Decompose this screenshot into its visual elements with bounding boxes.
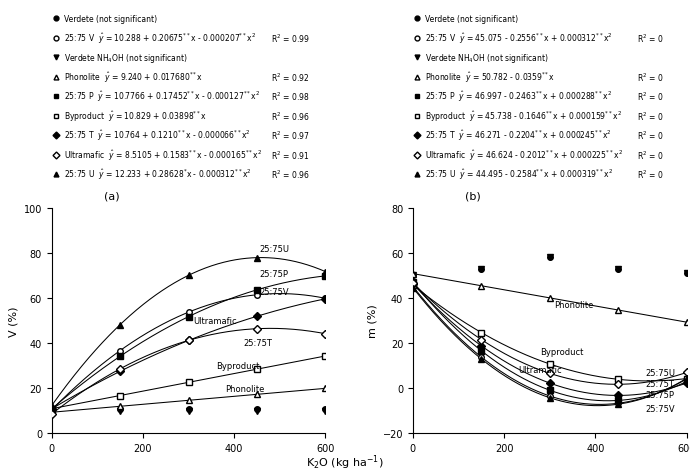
Text: R$^{2}$ = 0: R$^{2}$ = 0 <box>638 169 664 181</box>
Text: R$^{2}$ = 0: R$^{2}$ = 0 <box>638 71 664 84</box>
Text: Verdete (not significant): Verdete (not significant) <box>64 15 157 24</box>
Text: 25:75 U  $\hat{y}$ = 44.495 - 0.2584$^{**}$x + 0.000319$^{**}$x$^{2}$: 25:75 U $\hat{y}$ = 44.495 - 0.2584$^{**… <box>425 168 613 182</box>
Text: Byproduct: Byproduct <box>541 348 584 357</box>
Text: Phonolite  $\hat{y}$ = 9.240 + 0.017680$^{**}$x: Phonolite $\hat{y}$ = 9.240 + 0.017680$^… <box>64 70 204 85</box>
Text: Verdete NH$_{4}$OH (not significant): Verdete NH$_{4}$OH (not significant) <box>64 51 188 65</box>
Text: 25:75U: 25:75U <box>259 244 289 253</box>
Text: (a): (a) <box>104 191 120 201</box>
Text: Phonolite  $\hat{y}$ = 50.782 - 0.0359$^{**}$x: Phonolite $\hat{y}$ = 50.782 - 0.0359$^{… <box>425 70 555 85</box>
Text: 25:75V: 25:75V <box>259 287 289 296</box>
Text: Byproduct  $\hat{y}$ = 10.829 + 0.03898$^{**}$x: Byproduct $\hat{y}$ = 10.829 + 0.03898$^… <box>64 109 207 124</box>
Text: Ultramafic  $\hat{y}$ = 46.624 - 0.2012$^{**}$x + 0.000225$^{**}$x$^{2}$: Ultramafic $\hat{y}$ = 46.624 - 0.2012$^… <box>425 148 623 162</box>
Text: (b): (b) <box>465 191 481 201</box>
Text: 25:75 U  $\hat{y}$ = 12.233 + 0.28628$^{*}$x - 0.000312$^{**}$x$^{2}$: 25:75 U $\hat{y}$ = 12.233 + 0.28628$^{*… <box>64 168 252 182</box>
Text: R$^{2}$ = 0: R$^{2}$ = 0 <box>638 149 664 161</box>
Text: R$^{2}$ = 0.97: R$^{2}$ = 0.97 <box>270 129 309 142</box>
Text: R$^{2}$ = 0: R$^{2}$ = 0 <box>638 110 664 122</box>
Text: R$^{2}$ = 0.96: R$^{2}$ = 0.96 <box>270 169 309 181</box>
Text: R$^{2}$ = 0.98: R$^{2}$ = 0.98 <box>270 91 309 103</box>
Text: Byproduct: Byproduct <box>216 361 259 370</box>
Text: 25:75V: 25:75V <box>646 404 675 413</box>
Text: 25:75T: 25:75T <box>244 339 272 348</box>
Text: 25:75 T  $\hat{y}$ = 10.764 + 0.1210$^{**}$x - 0.000066$^{**}$x$^{2}$: 25:75 T $\hat{y}$ = 10.764 + 0.1210$^{**… <box>64 129 251 143</box>
Text: 25:75 P  $\hat{y}$ = 46.997 - 0.2463$^{**}$x + 0.000288$^{**}$x$^{2}$: 25:75 P $\hat{y}$ = 46.997 - 0.2463$^{**… <box>425 90 612 104</box>
Text: R$^{2}$ = 0.92: R$^{2}$ = 0.92 <box>270 71 309 84</box>
Text: Phonolite: Phonolite <box>225 384 264 393</box>
Text: K$_{2}$O (kg ha$^{-1}$): K$_{2}$O (kg ha$^{-1}$) <box>306 453 384 471</box>
Text: R$^{2}$ = 0.91: R$^{2}$ = 0.91 <box>270 149 309 161</box>
Text: 25:75 P  $\hat{y}$ = 10.7766 + 0.17452$^{**}$x - 0.000127$^{**}$x$^{2}$: 25:75 P $\hat{y}$ = 10.7766 + 0.17452$^{… <box>64 90 260 104</box>
Text: 25:75 V  $\hat{y}$ = 45.075 - 0.2556$^{**}$x + 0.000312$^{**}$x$^{2}$: 25:75 V $\hat{y}$ = 45.075 - 0.2556$^{**… <box>425 31 613 46</box>
Text: Verdete NH$_{4}$OH (not significant): Verdete NH$_{4}$OH (not significant) <box>425 51 549 65</box>
Text: 25:75 T  $\hat{y}$ = 46.271 - 0.2204$^{**}$x + 0.000245$^{**}$x$^{2}$: 25:75 T $\hat{y}$ = 46.271 - 0.2204$^{**… <box>425 129 612 143</box>
Text: Verdete (not significant): Verdete (not significant) <box>425 15 518 24</box>
Text: Ultramafic: Ultramafic <box>518 366 562 375</box>
Text: 25:75U: 25:75U <box>646 368 676 377</box>
Text: R$^{2}$ = 0: R$^{2}$ = 0 <box>638 91 664 103</box>
Text: Ultramafic  $\hat{y}$ = 8.5105 + 0.1583$^{**}$x - 0.000165$^{**}$x$^{2}$: Ultramafic $\hat{y}$ = 8.5105 + 0.1583$^… <box>64 148 262 162</box>
Text: 25:75P: 25:75P <box>259 269 288 278</box>
Text: R$^{2}$ = 0: R$^{2}$ = 0 <box>638 129 664 142</box>
Text: R$^{2}$ = 0: R$^{2}$ = 0 <box>638 32 664 45</box>
Y-axis label: V (%): V (%) <box>8 306 18 336</box>
Text: R$^{2}$ = 0.99: R$^{2}$ = 0.99 <box>270 32 309 45</box>
Text: R$^{2}$ = 0.96: R$^{2}$ = 0.96 <box>270 110 309 122</box>
Text: 25:75 V  $\hat{y}$ = 10.288 + 0.20675$^{**}$x - 0.000207$^{**}$x$^{2}$: 25:75 V $\hat{y}$ = 10.288 + 0.20675$^{*… <box>64 31 256 46</box>
Text: Byproduct  $\hat{y}$ = 45.738 - 0.1646$^{**}$x + 0.000159$^{**}$x$^{2}$: Byproduct $\hat{y}$ = 45.738 - 0.1646$^{… <box>425 109 622 124</box>
Text: 25:75P: 25:75P <box>646 390 675 399</box>
Text: Phonolite: Phonolite <box>554 300 593 309</box>
Text: 25:75T: 25:75T <box>646 379 674 388</box>
Text: Ultramafic: Ultramafic <box>193 316 237 325</box>
Y-axis label: m (%): m (%) <box>367 304 377 337</box>
